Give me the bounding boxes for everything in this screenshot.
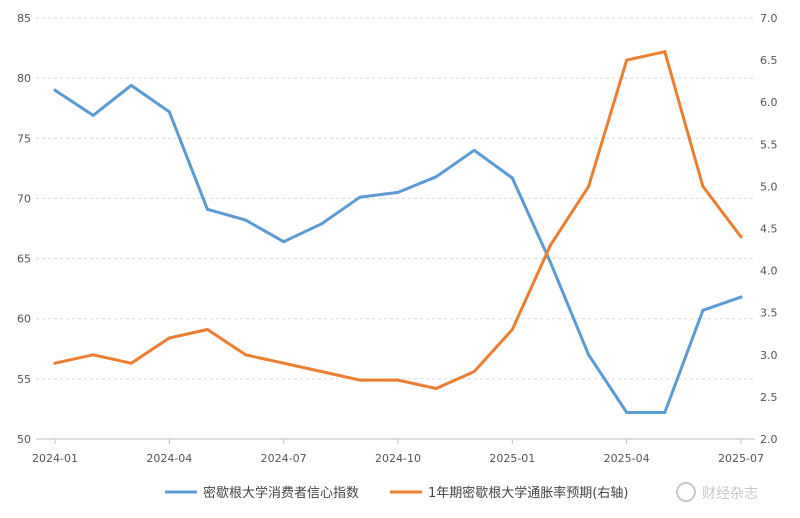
- right-y-tick-label: 2.0: [760, 433, 778, 446]
- right-y-tick-label: 6.0: [760, 96, 778, 109]
- right-y-tick-label: 6.5: [760, 54, 778, 67]
- data-point-confidence: [625, 411, 629, 415]
- data-point-inflation: [434, 386, 438, 390]
- data-point-confidence: [53, 88, 57, 92]
- data-point-confidence: [129, 83, 133, 87]
- data-point-confidence: [91, 113, 95, 117]
- series-lines: [53, 50, 743, 415]
- x-tick-label: 2025-04: [604, 452, 650, 465]
- data-point-inflation: [701, 184, 705, 188]
- data-point-inflation: [129, 361, 133, 365]
- data-point-confidence: [510, 176, 514, 180]
- left-y-tick-label: 65: [17, 253, 31, 266]
- data-point-inflation: [510, 328, 514, 332]
- x-tick-label: 2024-10: [375, 452, 421, 465]
- watermark: 财经杂志: [676, 482, 758, 502]
- data-point-inflation: [205, 328, 209, 332]
- right-y-tick-label: 2.5: [760, 391, 778, 404]
- left-y-tick-label: 85: [17, 12, 31, 25]
- left-y-tick-label: 75: [17, 132, 31, 145]
- data-point-confidence: [205, 207, 209, 211]
- data-point-inflation: [396, 378, 400, 382]
- x-tick-label: 2025-01: [489, 452, 535, 465]
- right-y-tick-label: 7.0: [760, 12, 778, 25]
- x-axis-ticks: 2024-01 2024-04 2024-07 2024-10 2025-01 2025-…: [32, 452, 764, 465]
- data-point-inflation: [244, 353, 248, 357]
- series-line-confidence-index: [53, 83, 743, 414]
- data-point-inflation: [358, 378, 362, 382]
- right-y-tick-label: 4.0: [760, 265, 778, 278]
- right-y-axis-ticks: 7.0 6.5 6.0 5.5 5.0 4.5 4.0 3.5 3.0 2.5 2.0: [760, 12, 778, 446]
- x-tick-label: 2024-07: [261, 452, 307, 465]
- x-tick-label: 2025-07: [718, 452, 764, 465]
- right-y-tick-label: 3.0: [760, 349, 778, 362]
- data-point-confidence: [244, 218, 248, 222]
- data-point-inflation: [625, 58, 629, 62]
- x-tick-label: 2024-04: [146, 452, 192, 465]
- data-point-confidence: [663, 411, 667, 415]
- x-tick-label: 2024-01: [32, 452, 78, 465]
- data-point-inflation: [663, 50, 667, 54]
- data-point-inflation: [167, 336, 171, 340]
- data-point-confidence: [167, 110, 171, 114]
- data-point-inflation: [282, 361, 286, 365]
- data-point-confidence: [739, 295, 743, 299]
- data-point-confidence: [282, 240, 286, 244]
- data-point-inflation: [739, 235, 743, 239]
- data-point-confidence: [587, 353, 591, 357]
- right-y-tick-label: 3.5: [760, 307, 778, 320]
- data-point-inflation: [472, 370, 476, 374]
- data-point-inflation: [91, 353, 95, 357]
- data-point-confidence: [396, 190, 400, 194]
- data-point-confidence: [358, 195, 362, 199]
- weibo-icon: [676, 482, 696, 502]
- watermark-text: 财经杂志: [702, 486, 758, 502]
- right-y-tick-label: 5.5: [760, 138, 778, 151]
- data-point-confidence: [701, 308, 705, 312]
- left-y-tick-label: 60: [17, 313, 31, 326]
- left-y-tick-label: 70: [17, 192, 31, 205]
- legend: 密歇根大学消费者信心指数 1年期密歇根大学通胀率预期(右轴): [165, 485, 628, 501]
- data-point-confidence: [320, 222, 324, 226]
- right-y-tick-label: 5.0: [760, 180, 778, 193]
- left-y-tick-label: 50: [17, 433, 31, 446]
- data-point-inflation: [53, 361, 57, 365]
- left-y-axis-ticks: 85 80 75 70 65 60 55 50: [17, 12, 31, 446]
- data-point-confidence: [472, 148, 476, 152]
- gridlines: [36, 17, 755, 380]
- legend-label-confidence: 密歇根大学消费者信心指数: [203, 485, 359, 501]
- left-y-tick-label: 55: [17, 373, 31, 386]
- axes: [36, 438, 755, 444]
- data-point-inflation: [548, 243, 552, 247]
- data-point-confidence: [548, 260, 552, 264]
- data-point-confidence: [434, 175, 438, 179]
- data-point-inflation: [587, 184, 591, 188]
- right-y-tick-label: 4.5: [760, 223, 778, 236]
- data-point-inflation: [320, 370, 324, 374]
- legend-label-inflation: 1年期密歇根大学通胀率预期(右轴): [428, 485, 628, 501]
- left-y-tick-label: 80: [17, 72, 31, 85]
